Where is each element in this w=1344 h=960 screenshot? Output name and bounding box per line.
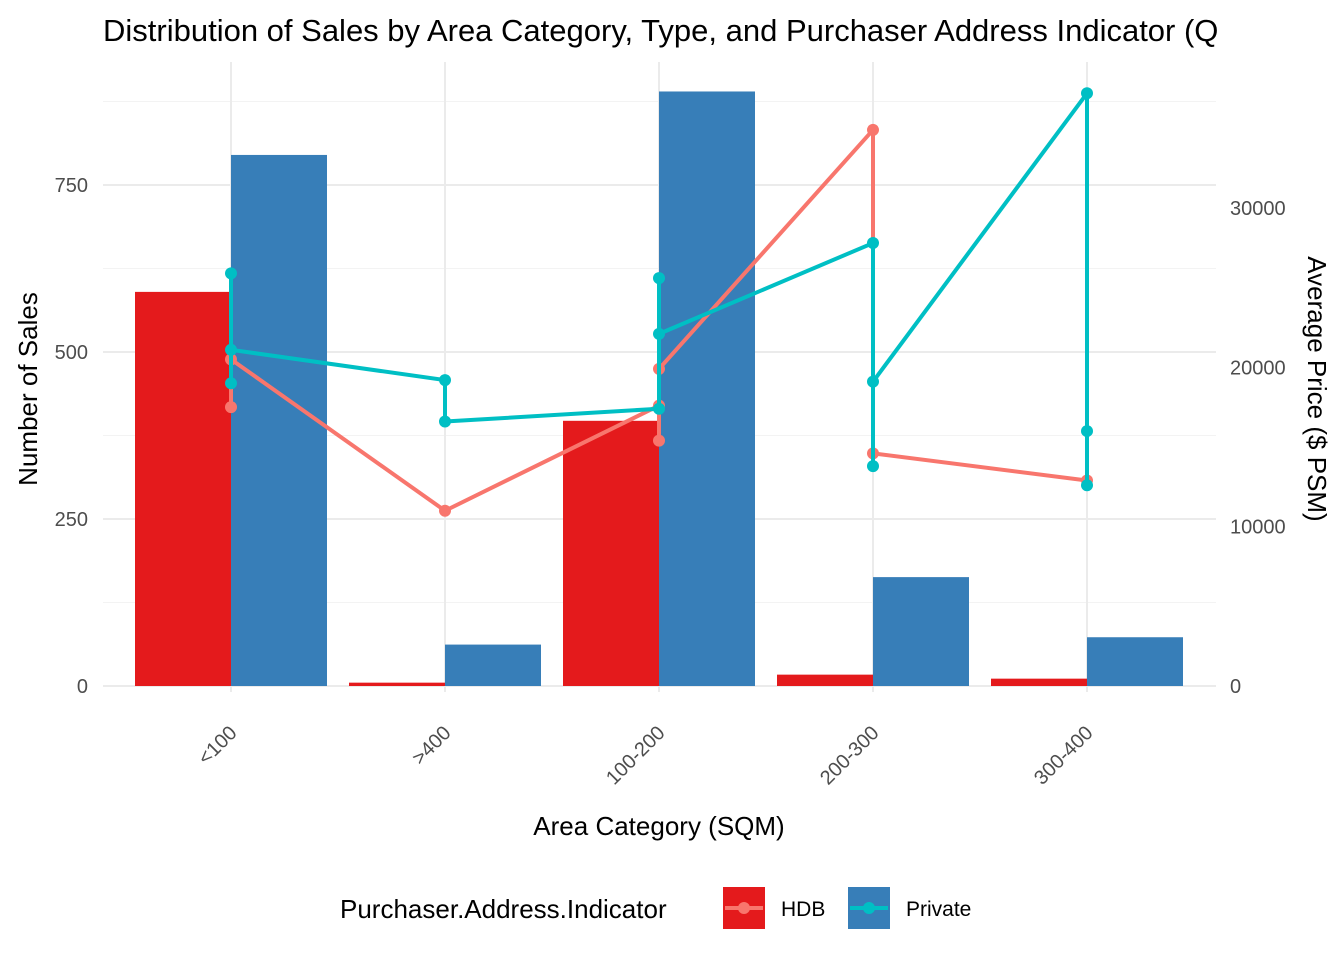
y2-tick-label-2: 20000	[1230, 357, 1286, 379]
bar-hdb-2	[563, 420, 659, 686]
point-private-4	[439, 415, 451, 428]
chart-title: Distribution of Sales by Area Category, …	[103, 13, 1218, 48]
line-private	[229, 91, 1089, 488]
x-axis-ticks: <100 >400 100-200 200-300 300-400	[194, 722, 1097, 789]
point-private-9	[867, 460, 879, 473]
point-private-12	[1081, 425, 1093, 438]
bar-private-0	[231, 154, 327, 686]
legend: Purchaser.Address.Indicator HDB Private	[340, 887, 971, 929]
point-private-1	[225, 267, 237, 280]
y-tick-label-0: 0	[77, 676, 88, 698]
point-hdb-6	[867, 123, 879, 136]
y-tick-label-1: 250	[55, 509, 88, 531]
point-private-0	[225, 377, 237, 390]
legend-item-hdb: HDB	[723, 887, 825, 929]
legend-label-hdb: HDB	[781, 898, 825, 921]
bar-private-3	[873, 577, 969, 686]
point-private-5	[653, 402, 665, 415]
bar-private-1	[445, 644, 541, 686]
x-axis-title: Area Category (SQM)	[533, 811, 784, 841]
point-private-3	[439, 374, 451, 387]
y-axis-ticks: 0 250 500 750	[55, 175, 88, 698]
point-private-10	[867, 375, 879, 388]
x-tick-label-1: >400	[408, 722, 455, 769]
point-private-13	[1081, 479, 1093, 492]
price-lines	[225, 87, 1093, 517]
y2-tick-label-1: 10000	[1230, 517, 1286, 539]
bar-private-4	[1087, 637, 1183, 686]
y2-axis-title: Average Price ($ PSM)	[1302, 256, 1332, 521]
legend-title: Purchaser.Address.Indicator	[340, 894, 667, 924]
y-axis-title: Number of Sales	[13, 292, 43, 486]
point-hdb-0	[225, 401, 237, 414]
bar-hdb-0	[135, 291, 231, 686]
bar-hdb-3	[777, 674, 873, 686]
bars	[135, 91, 1183, 687]
point-private-8	[867, 237, 879, 250]
y-tick-label-3: 750	[55, 175, 88, 197]
x-tick-label-4: 300-400	[1030, 722, 1097, 789]
point-hdb-2	[439, 504, 451, 517]
legend-item-private: Private	[848, 887, 971, 929]
point-hdb-4	[653, 434, 665, 447]
bar-private-2	[659, 91, 755, 687]
y2-tick-label-3: 30000	[1230, 198, 1286, 220]
point-private-2	[225, 343, 237, 356]
x-tick-label-2: 100-200	[602, 722, 669, 789]
x-tick-label-3: 200-300	[816, 722, 883, 789]
y-tick-label-2: 500	[55, 342, 88, 364]
point-private-6	[653, 272, 665, 285]
point-private-7	[653, 327, 665, 340]
bar-hdb-1	[349, 682, 445, 686]
bar-hdb-4	[991, 678, 1087, 686]
y2-axis-ticks: 0 10000 20000 30000	[1230, 198, 1286, 698]
point-private-11	[1081, 87, 1093, 100]
x-tick-label-0: <100	[194, 722, 241, 769]
legend-label-private: Private	[906, 898, 971, 921]
y2-tick-label-0: 0	[1230, 676, 1241, 698]
